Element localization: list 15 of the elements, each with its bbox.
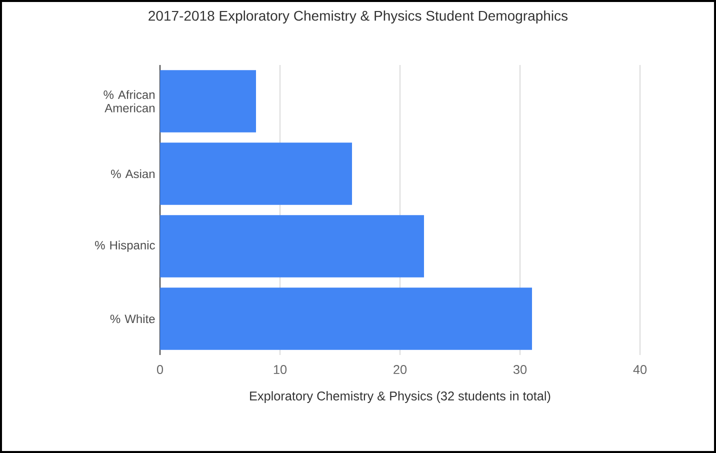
bar [160, 215, 424, 278]
x-tick-label: 20 [394, 365, 407, 374]
bar [160, 70, 256, 132]
x-axis-title: Exploratory Chemistry & Physics (32 students in total) [250, 391, 550, 403]
y-tick-label: % White [110, 314, 155, 324]
chart-title: 2017-2018 Exploratory Chemistry & Physics Student Demographics [148, 10, 568, 24]
x-tick-label: 10 [274, 365, 287, 374]
y-tick-label: % African American [104, 90, 155, 112]
bar [160, 288, 532, 350]
x-tick-label: 0 [156, 365, 164, 374]
y-tick-label: % Hispanic [95, 240, 155, 252]
y-tick-label: % Asian [111, 169, 155, 178]
bar [160, 142, 352, 205]
x-tick-label: 40 [633, 365, 647, 374]
x-tick-label: 30 [513, 365, 527, 374]
